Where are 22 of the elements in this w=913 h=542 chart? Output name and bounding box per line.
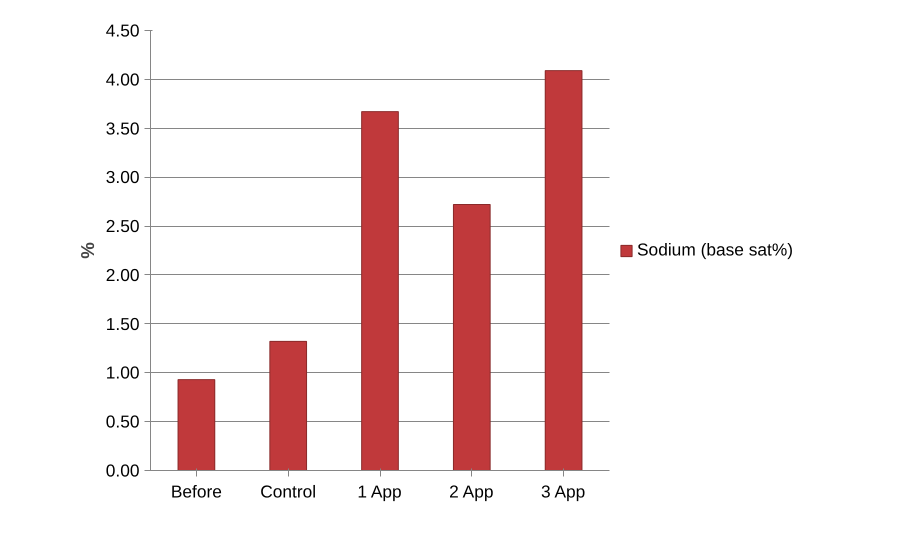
x-tick-label: Control (260, 482, 316, 502)
y-tick-label: 2.50 (106, 216, 140, 236)
legend-label: Sodium (base sat%) (637, 240, 794, 260)
x-tick-label: 1 App (357, 482, 402, 502)
y-tick-label: 4.50 (106, 20, 140, 40)
y-tick-label: 0.00 (106, 460, 140, 480)
y-tick-label: 1.00 (106, 362, 140, 383)
y-tick-label: 4.00 (106, 69, 140, 90)
y-tick-label: 1.50 (106, 314, 140, 334)
y-tick-label: 0.50 (106, 412, 140, 432)
bar (544, 70, 582, 470)
x-tick-label: 3 App (540, 482, 586, 502)
y-axis-title: % (76, 242, 98, 259)
bar (178, 379, 216, 470)
bar (361, 111, 399, 470)
y-tick-label: 3.00 (106, 167, 140, 188)
x-tick-label: 2 App (449, 482, 494, 502)
bar (452, 204, 491, 470)
bar (269, 340, 308, 470)
x-tick-label: Before (170, 482, 222, 502)
y-tick-label: 3.50 (106, 118, 140, 138)
y-tick-label: 2.00 (106, 264, 140, 285)
